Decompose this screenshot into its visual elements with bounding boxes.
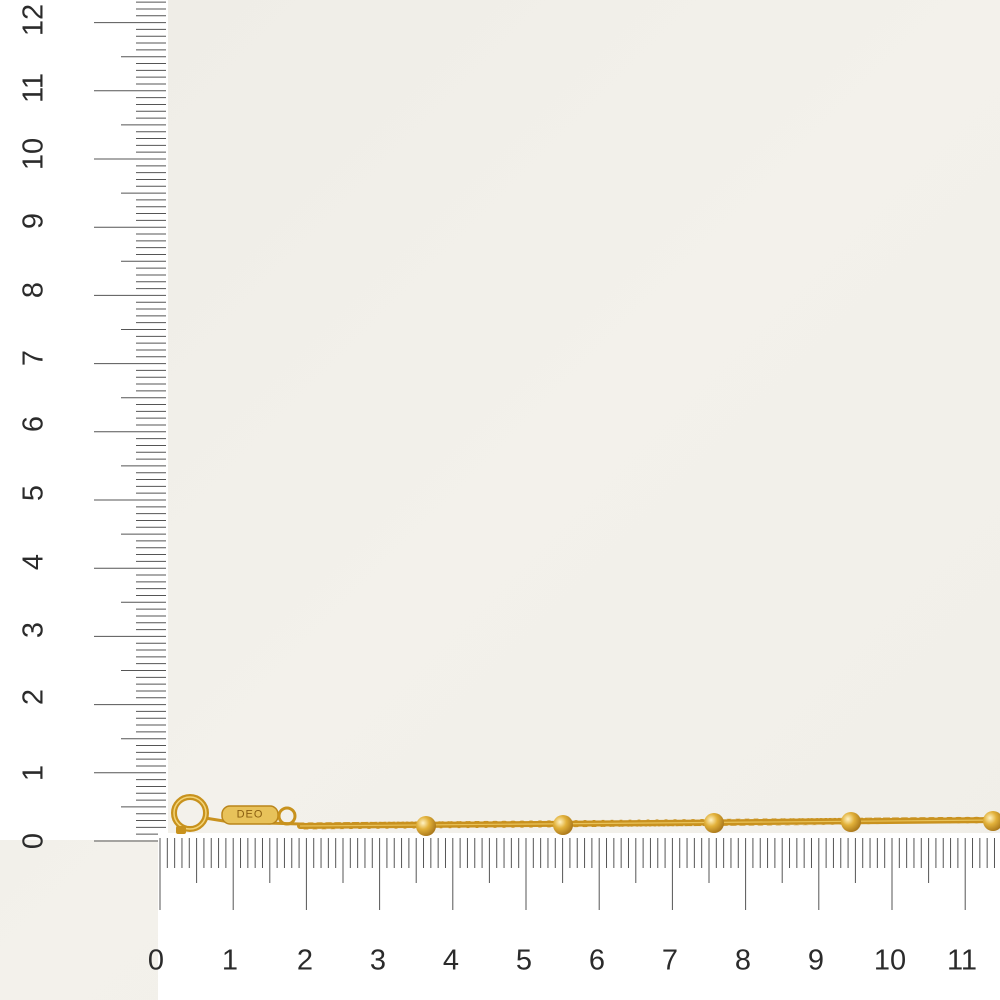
vertical-ruler-label: 6 (17, 415, 50, 433)
bead (416, 816, 436, 836)
horizontal-ruler-label: 11 (946, 944, 978, 977)
horizontal-ruler-label: 10 (873, 944, 907, 977)
vertical-ruler-label: 8 (17, 281, 50, 299)
horizontal-ruler-label: 1 (221, 944, 239, 977)
engraved-tag (221, 805, 297, 826)
vertical-ruler-label: 11 (17, 72, 50, 104)
vertical-ruler-label: 2 (17, 688, 50, 706)
horizontal-ruler-label: 0 (147, 944, 165, 977)
horizontal-ruler-label: 7 (661, 944, 679, 977)
clasp-engraving: DEO (236, 808, 264, 821)
vertical-ruler-label: 12 (17, 3, 50, 37)
horizontal-ruler-label: 4 (442, 944, 460, 977)
bead (553, 815, 573, 835)
horizontal-ruler-label: 2 (296, 944, 314, 977)
horizontal-ruler-label: 8 (734, 944, 752, 977)
horizontal-ruler-label: 5 (515, 944, 533, 977)
vertical-ruler-label: 7 (17, 349, 50, 367)
horizontal-ruler-ticks (159, 838, 995, 910)
horizontal-ruler (158, 833, 1000, 1000)
vertical-ruler-label: 4 (17, 553, 50, 571)
vertical-ruler-label: 9 (17, 212, 50, 230)
horizontal-ruler-label: 3 (369, 944, 387, 977)
vertical-ruler (0, 0, 168, 840)
spring-ring-clasp (171, 794, 209, 834)
vertical-ruler-ticks (94, 1, 166, 842)
bead (704, 813, 724, 833)
vertical-ruler-label: 0 (17, 832, 50, 850)
horizontal-ruler-label: 9 (807, 944, 825, 977)
bracelet (171, 794, 1000, 836)
horizontal-ruler-label: 6 (588, 944, 606, 977)
vertical-ruler-label: 10 (17, 137, 50, 171)
vertical-ruler-label: 5 (17, 484, 50, 502)
vertical-ruler-label: 3 (17, 621, 50, 639)
bead (841, 812, 861, 832)
vertical-ruler-label: 1 (17, 764, 50, 782)
bead (983, 811, 1000, 831)
